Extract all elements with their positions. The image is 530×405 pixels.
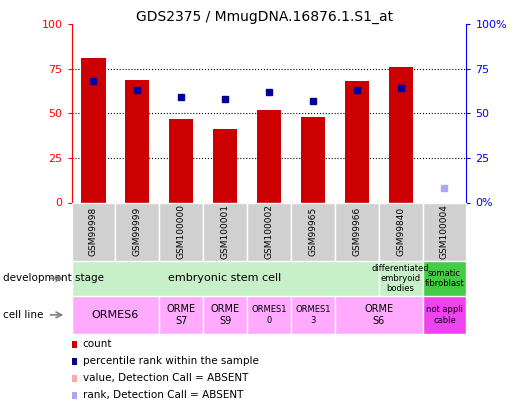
Bar xyxy=(378,202,422,261)
Bar xyxy=(335,202,378,261)
Bar xyxy=(169,119,193,202)
Bar xyxy=(203,296,247,334)
Text: ORMES6: ORMES6 xyxy=(92,310,139,320)
Bar xyxy=(72,392,77,399)
Text: GSM99966: GSM99966 xyxy=(352,207,361,256)
Bar xyxy=(291,202,335,261)
Text: ORMES1
0: ORMES1 0 xyxy=(251,305,287,324)
Text: value, Detection Call = ABSENT: value, Detection Call = ABSENT xyxy=(83,373,248,383)
Bar xyxy=(72,375,77,382)
Text: GSM100002: GSM100002 xyxy=(264,205,273,259)
Bar xyxy=(422,202,466,261)
Text: cell line: cell line xyxy=(3,310,43,320)
Bar xyxy=(160,202,203,261)
Text: GSM99840: GSM99840 xyxy=(396,207,405,256)
Bar xyxy=(247,202,291,261)
Text: percentile rank within the sample: percentile rank within the sample xyxy=(83,356,259,366)
Bar xyxy=(301,117,325,202)
Text: GSM100000: GSM100000 xyxy=(176,205,186,259)
Text: ORMES1
3: ORMES1 3 xyxy=(295,305,331,324)
Bar xyxy=(213,130,237,202)
Bar xyxy=(422,261,466,296)
Bar xyxy=(344,81,369,202)
Text: ORME
S7: ORME S7 xyxy=(166,304,196,326)
Bar xyxy=(72,261,378,296)
Bar xyxy=(378,261,422,296)
Bar xyxy=(257,110,281,202)
Text: not appli
cable: not appli cable xyxy=(426,305,463,324)
Bar xyxy=(291,296,335,334)
Text: GSM100001: GSM100001 xyxy=(220,205,229,259)
Text: differentiated
embryoid
bodies: differentiated embryoid bodies xyxy=(372,264,429,293)
Text: GSM99965: GSM99965 xyxy=(308,207,317,256)
Bar xyxy=(116,202,160,261)
Bar xyxy=(388,67,413,202)
Text: GDS2375 / MmugDNA.16876.1.S1_at: GDS2375 / MmugDNA.16876.1.S1_at xyxy=(136,10,394,24)
Bar xyxy=(160,296,203,334)
Bar xyxy=(203,202,247,261)
Bar xyxy=(72,202,116,261)
Text: development stage: development stage xyxy=(3,273,104,283)
Bar xyxy=(82,58,105,202)
Text: somatic
fibroblast: somatic fibroblast xyxy=(425,269,464,288)
Text: embryonic stem cell: embryonic stem cell xyxy=(169,273,282,283)
Bar xyxy=(422,296,466,334)
Bar xyxy=(125,79,149,202)
Bar xyxy=(72,296,160,334)
Bar xyxy=(247,296,291,334)
Text: count: count xyxy=(83,339,112,349)
Bar xyxy=(335,296,422,334)
Text: rank, Detection Call = ABSENT: rank, Detection Call = ABSENT xyxy=(83,390,243,400)
Bar xyxy=(72,358,77,365)
Text: GSM100004: GSM100004 xyxy=(440,205,449,259)
Text: GSM99999: GSM99999 xyxy=(133,207,142,256)
Text: ORME
S6: ORME S6 xyxy=(364,304,393,326)
Text: GSM99998: GSM99998 xyxy=(89,207,98,256)
Bar xyxy=(72,341,77,348)
Text: ORME
S9: ORME S9 xyxy=(210,304,240,326)
